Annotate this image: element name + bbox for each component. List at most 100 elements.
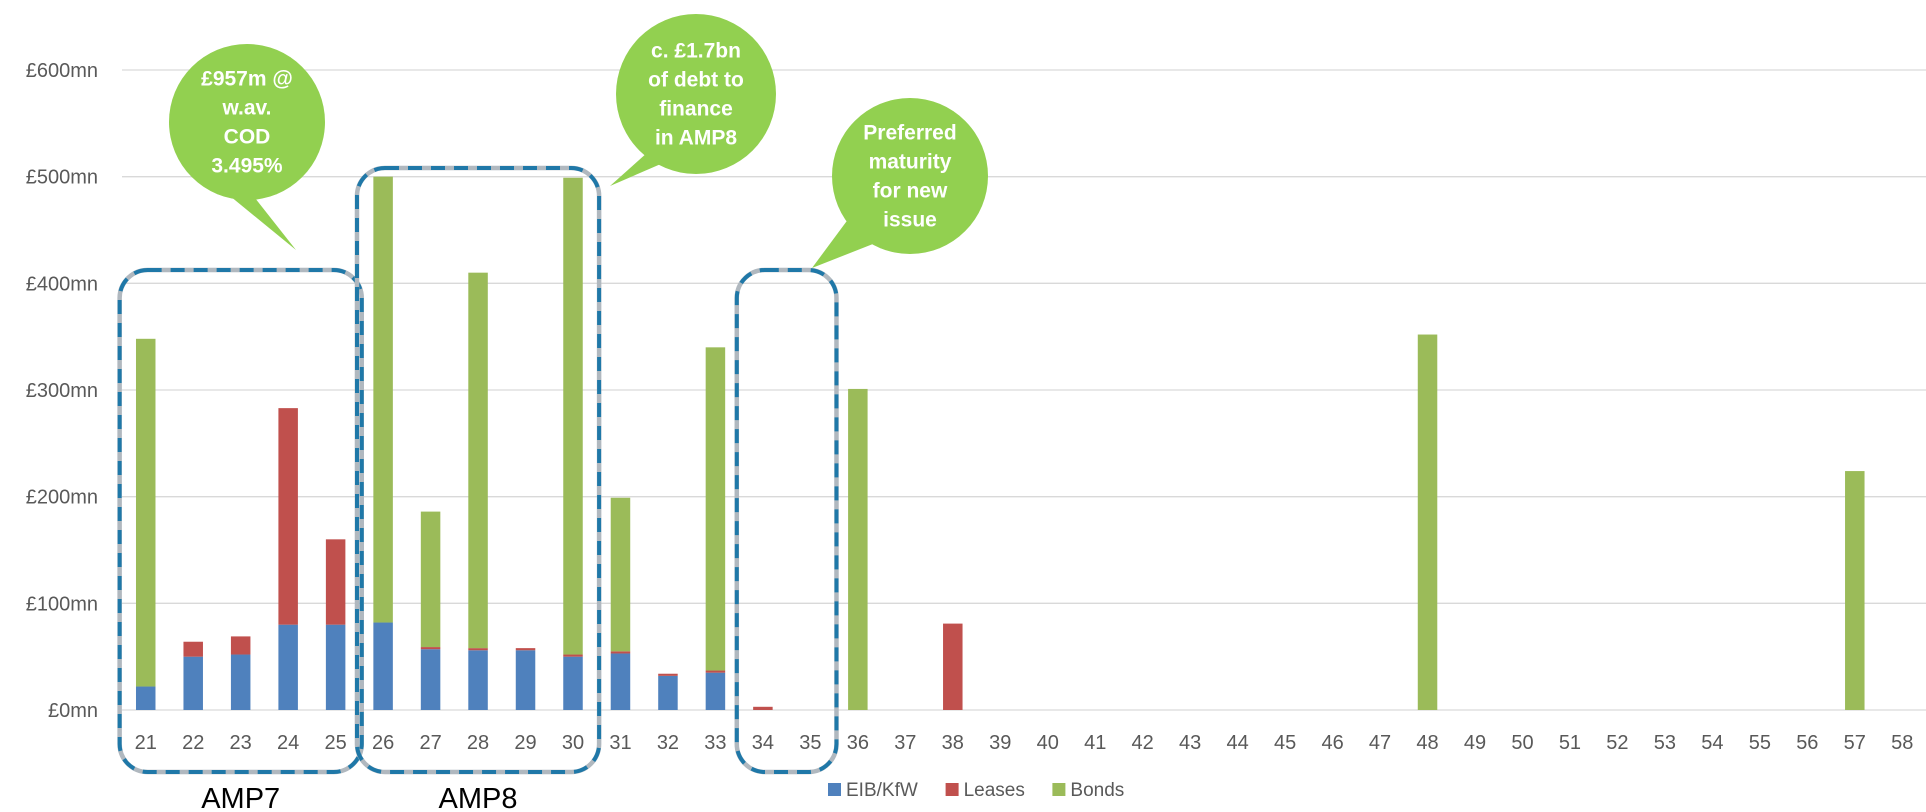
bar-bonds xyxy=(705,347,726,671)
bar-leases xyxy=(468,648,488,651)
callout-text: 3.495% xyxy=(211,155,283,178)
x-tick-label: 24 xyxy=(277,732,299,754)
bar-leases xyxy=(705,670,726,673)
bars xyxy=(135,176,1865,710)
bar-bonds xyxy=(135,338,156,687)
bar-bonds xyxy=(1417,334,1438,710)
bar-bonds xyxy=(468,272,488,649)
period-label: AMP7 xyxy=(201,783,280,812)
x-tick-label: 37 xyxy=(894,732,916,754)
callout-bubbles: £957m @ w.av. COD 3.495% c. £1.7bn of debt to… xyxy=(169,14,988,268)
y-tick-label: £200mn xyxy=(26,487,98,509)
period-outline xyxy=(354,166,602,774)
x-tick-label: 41 xyxy=(1084,732,1106,754)
callout-circle xyxy=(169,44,325,200)
x-tick-label: 23 xyxy=(230,732,252,754)
callout-circle xyxy=(832,98,988,254)
bar-leases xyxy=(943,623,963,710)
x-tick-label: 40 xyxy=(1037,732,1059,754)
legend-swatch xyxy=(945,783,959,796)
bar-leases xyxy=(515,648,536,651)
x-axis-ticks: 21 22 23 24 25 26 27 28 29 30 31 32 33 34 35 36 37 38 39 40… xyxy=(135,732,1914,754)
x-tick-label: 39 xyxy=(989,732,1011,754)
callout-bubble: c. £1.7bn of debt to finance in AMP8 xyxy=(610,14,776,186)
callout-text: c. £1.7bn xyxy=(651,40,741,63)
bar-bonds xyxy=(610,497,631,652)
bar-leases xyxy=(325,539,346,625)
bar-eib-kfw xyxy=(420,649,441,710)
callout-text: finance xyxy=(659,98,733,121)
x-tick-label: 54 xyxy=(1701,732,1723,754)
x-tick-label: 56 xyxy=(1796,732,1818,754)
period-outline-shadow xyxy=(734,267,839,775)
legend-swatch xyxy=(1052,783,1066,796)
bar-leases xyxy=(230,636,251,655)
x-tick-label: 30 xyxy=(562,732,584,754)
callout-text: £957m @ xyxy=(201,68,293,91)
x-tick-label: 53 xyxy=(1654,732,1676,754)
bar-leases xyxy=(753,706,773,710)
y-tick-label: £0mn xyxy=(48,700,98,722)
callout-text: issue xyxy=(883,209,937,232)
x-tick-label: 44 xyxy=(1227,732,1249,754)
bar-eib-kfw xyxy=(230,654,251,710)
bar-eib-kfw xyxy=(325,624,346,710)
y-tick-label: £400mn xyxy=(26,273,98,295)
bar-leases xyxy=(278,408,298,625)
x-tick-label: 42 xyxy=(1132,732,1154,754)
y-tick-label: £500mn xyxy=(26,167,98,189)
bar-eib-kfw xyxy=(658,675,678,710)
bar-leases xyxy=(610,651,631,654)
x-tick-label: 46 xyxy=(1321,732,1343,754)
x-tick-label: 36 xyxy=(847,732,869,754)
legend-label: EIB/KfW xyxy=(846,780,918,801)
bar-leases xyxy=(183,641,203,657)
x-tick-label: 50 xyxy=(1511,732,1533,754)
period-label: AMP8 xyxy=(439,783,518,812)
x-tick-label: 35 xyxy=(799,732,821,754)
period-outline xyxy=(734,268,839,774)
bar-bonds xyxy=(420,511,441,648)
x-tick-label: 34 xyxy=(752,732,774,754)
x-tick-label: 57 xyxy=(1844,732,1866,754)
callout-text: for new xyxy=(873,180,948,203)
legend: EIB/KfW Leases Bonds xyxy=(828,780,1124,801)
y-tick-label: £300mn xyxy=(26,380,98,402)
bar-leases xyxy=(420,647,441,650)
x-tick-label: 55 xyxy=(1749,732,1771,754)
bar-eib-kfw xyxy=(705,672,726,710)
x-tick-label: 52 xyxy=(1606,732,1628,754)
legend-label: Bonds xyxy=(1070,780,1124,801)
x-tick-label: 38 xyxy=(942,732,964,754)
x-tick-label: 49 xyxy=(1464,732,1486,754)
x-tick-label: 29 xyxy=(514,732,536,754)
bar-eib-kfw xyxy=(183,656,203,710)
bar-eib-kfw xyxy=(373,622,393,710)
x-tick-label: 32 xyxy=(657,732,679,754)
period-groups: AMP7 AMP8 xyxy=(117,165,839,812)
callout-text: in AMP8 xyxy=(655,127,737,150)
x-tick-label: 51 xyxy=(1559,732,1581,754)
callout-tail xyxy=(230,196,296,250)
y-axis-ticks: £0mn £100mn £200mn £300mn £400mn £500mn £600mn xyxy=(26,60,98,722)
bar-leases xyxy=(563,654,583,657)
bar-eib-kfw xyxy=(135,686,156,710)
x-tick-label: 28 xyxy=(467,732,489,754)
x-tick-label: 31 xyxy=(609,732,631,754)
bar-eib-kfw xyxy=(610,653,631,710)
callout-circle xyxy=(616,14,776,174)
x-tick-label: 27 xyxy=(419,732,441,754)
callout-text: maturity xyxy=(869,151,952,174)
period-outline xyxy=(117,268,364,774)
callout-text: Preferred xyxy=(863,122,956,145)
x-tick-label: 43 xyxy=(1179,732,1201,754)
bar-eib-kfw xyxy=(278,624,298,710)
bar-leases xyxy=(658,673,678,676)
callout-bubble: £957m @ w.av. COD 3.495% xyxy=(169,44,325,250)
bar-eib-kfw xyxy=(468,650,488,710)
bar-bonds xyxy=(1845,471,1865,710)
y-tick-label: £600mn xyxy=(26,60,98,82)
bar-bonds xyxy=(848,388,868,710)
x-tick-label: 45 xyxy=(1274,732,1296,754)
bar-bonds xyxy=(373,176,393,623)
